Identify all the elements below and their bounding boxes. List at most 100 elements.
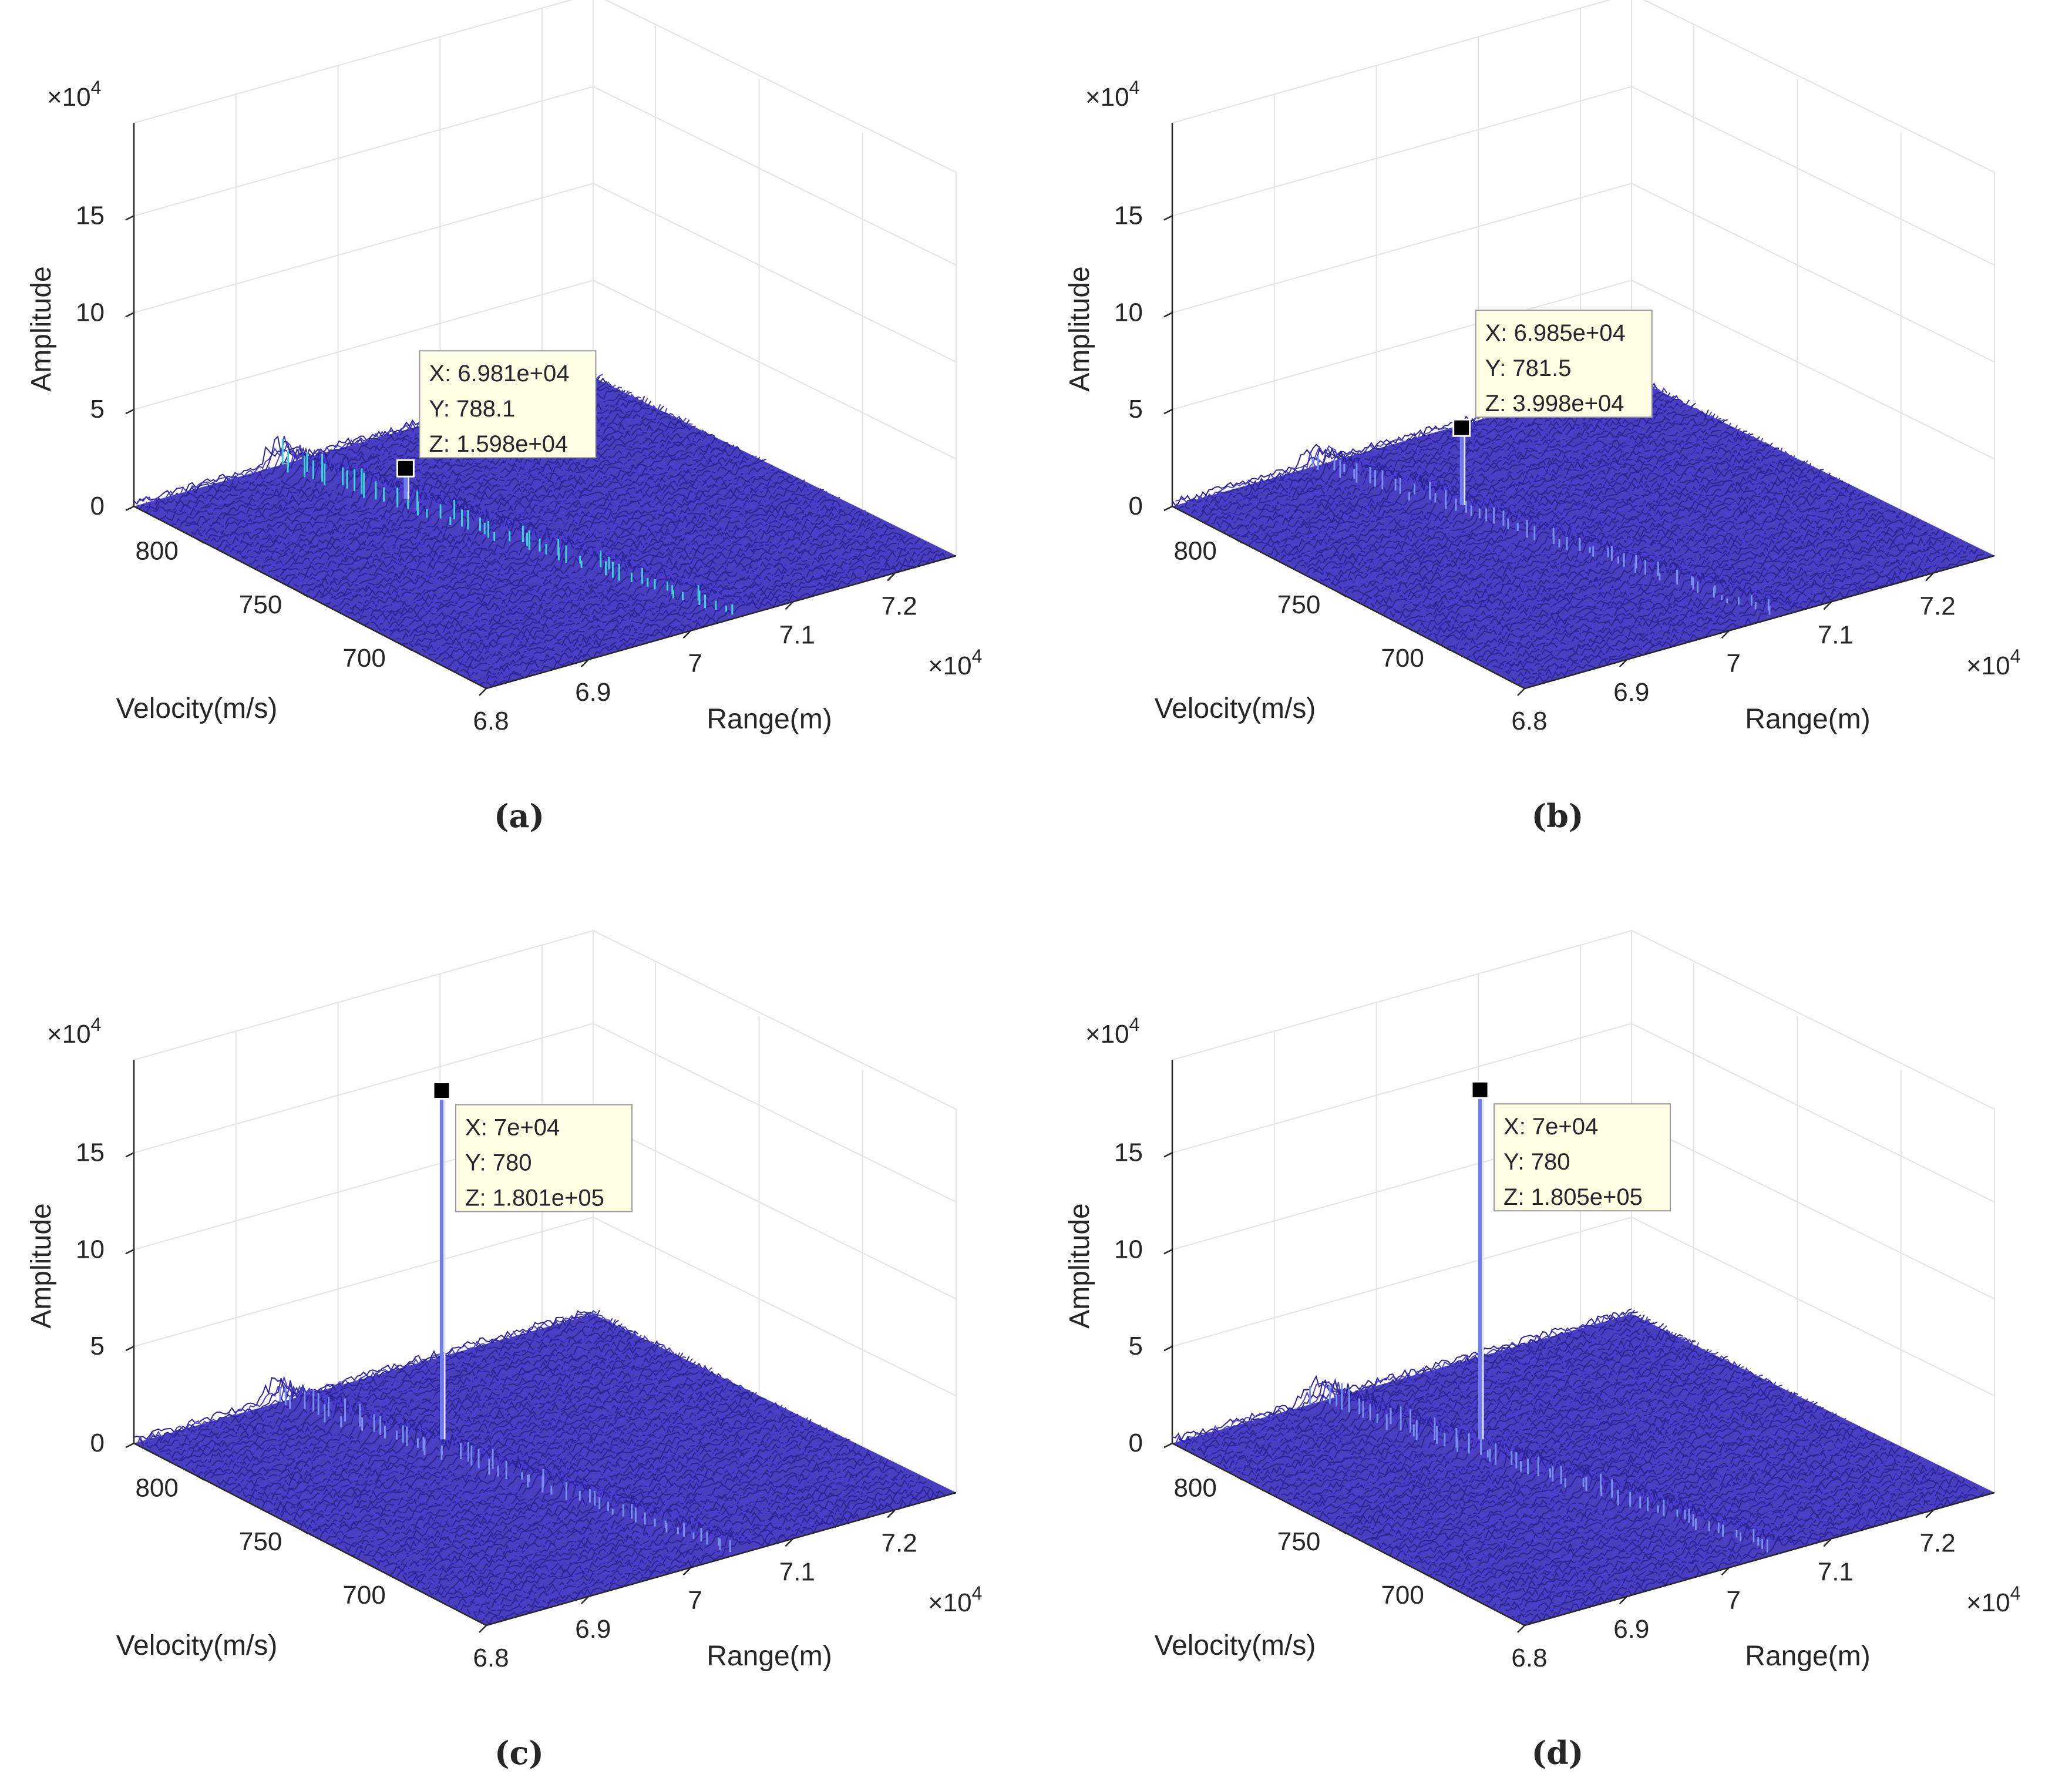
surface-row: [1338, 459, 1798, 590]
surface-row: [1348, 460, 1808, 597]
surface-row: [371, 1429, 831, 1564]
panel-caption: (c): [495, 1734, 544, 1772]
datatip-marker: [1471, 1080, 1489, 1099]
chart-panel: X: 6.985e+04 Y: 781.5 Z: 3.998e+04 0 5 10 15 ×1…: [1064, 0, 2020, 835]
amplitude-multiplier: ×104: [47, 1014, 101, 1049]
surface-row: [223, 416, 684, 551]
amplitude-tick-label: 5: [90, 395, 105, 424]
velocity-tick-label: 800: [135, 537, 178, 566]
range-tick-label: 7.2: [1920, 1528, 1956, 1557]
surface-row: [1287, 430, 1747, 562]
surface-row: [1354, 466, 1815, 600]
surface-row: [1482, 1469, 1943, 1603]
range-tick: [1925, 573, 1933, 582]
surface-row: [297, 455, 757, 587]
velocity-tick: [299, 1528, 308, 1534]
surface-row: [1405, 1429, 1866, 1564]
surface-row: [249, 431, 709, 565]
surface-row: [284, 451, 745, 583]
amplitude-axis-title: Amplitude: [26, 1203, 57, 1328]
surface-row: [1498, 1476, 1959, 1609]
amplitude-tick: [1163, 505, 1173, 512]
surface-row: [1332, 455, 1792, 587]
range-tick: [479, 1625, 487, 1633]
surface-row: [1198, 1321, 1658, 1456]
amplitude-tick-label: 0: [1129, 492, 1143, 520]
surface-row: [1303, 438, 1764, 573]
surface-row: [1511, 545, 1972, 682]
surface-row: [1296, 436, 1757, 572]
surface-row: [1447, 1450, 1908, 1585]
range-tick: [1619, 1596, 1627, 1604]
datatip-box: [1494, 1103, 1671, 1212]
surface-row: [1521, 550, 1982, 684]
velocity-tick-label: 700: [1381, 1581, 1424, 1610]
surface-row: [357, 1424, 818, 1558]
surface-row: [389, 505, 850, 636]
velocity-tick: [1234, 537, 1243, 544]
amplitude-tick: [1163, 312, 1173, 318]
surface-row: [480, 1487, 940, 1622]
surface-row: [248, 1366, 709, 1503]
surface-row: [450, 534, 911, 670]
surface-row: [1316, 445, 1776, 580]
range-tick: [785, 1538, 793, 1547]
velocity-tick-label: 800: [135, 1474, 178, 1503]
amplitude-multiplier: ×104: [1085, 1014, 1139, 1049]
range-axis-title: Range(m): [707, 704, 832, 735]
surface-row: [396, 508, 856, 640]
surface-row: [1344, 460, 1805, 593]
range-tick-label: 7.1: [779, 1557, 815, 1586]
surface-row: [463, 1480, 924, 1612]
range-tick-label: 6.9: [1613, 1615, 1649, 1644]
surface-row: [1476, 527, 1937, 663]
velocity-tick: [196, 1474, 205, 1481]
range-tick-label: 6.8: [473, 707, 509, 735]
surface-row: [1203, 1323, 1664, 1459]
surface-mesh: [1172, 369, 1994, 688]
amplitude-tick: [125, 1249, 134, 1255]
datatip-line: Y: 781.5: [1485, 355, 1572, 381]
surface-row: [1255, 1354, 1716, 1483]
surface-row: [441, 1467, 902, 1598]
surface-row: [271, 444, 731, 576]
range-tick: [887, 1510, 895, 1518]
surface-row: [1524, 1491, 1984, 1624]
amplitude-tick-label: 15: [1114, 201, 1143, 230]
datatip-line: Z: 3.998e+04: [1485, 391, 1624, 416]
surface-row: [1242, 1345, 1703, 1477]
surface-row: [1194, 1319, 1654, 1453]
velocity-tick: [1337, 591, 1347, 597]
surface-row: [1284, 429, 1744, 562]
amplitude-tick: [1163, 215, 1173, 221]
datatip-box: [1475, 310, 1653, 418]
datatip-line: X: 7e+04: [1503, 1114, 1598, 1140]
surface-row: [274, 1381, 735, 1516]
range-tick-label: 7: [688, 649, 702, 678]
surface-row: [1399, 490, 1859, 621]
grid-wall-right: [1631, 930, 1995, 1493]
surface-row: [1492, 536, 1952, 668]
surface-row: [1310, 1378, 1770, 1513]
velocity-tick-label: 700: [342, 644, 385, 673]
grid-wall-right: [593, 930, 957, 1493]
datatip-box: [455, 1104, 633, 1212]
surface-row: [460, 538, 921, 673]
datatip-marker: [396, 459, 415, 478]
amplitude-tick-label: 15: [1114, 1138, 1143, 1167]
surface-row: [1508, 545, 1969, 679]
velocity-axis-line: [133, 505, 487, 690]
surface-row: [1412, 1433, 1872, 1564]
amplitude-tick: [125, 1346, 134, 1352]
surface-row: [236, 425, 696, 559]
surface-row: [389, 1439, 850, 1575]
surface-row: [405, 509, 866, 645]
surface-row: [1508, 1483, 1968, 1617]
range-tick: [682, 630, 691, 639]
surface-row: [1223, 1333, 1683, 1470]
surface-row: [1524, 553, 1984, 684]
surface-row: [194, 1340, 655, 1473]
velocity-tick-label: 800: [1173, 1474, 1216, 1503]
grid-line-z: [133, 280, 957, 460]
